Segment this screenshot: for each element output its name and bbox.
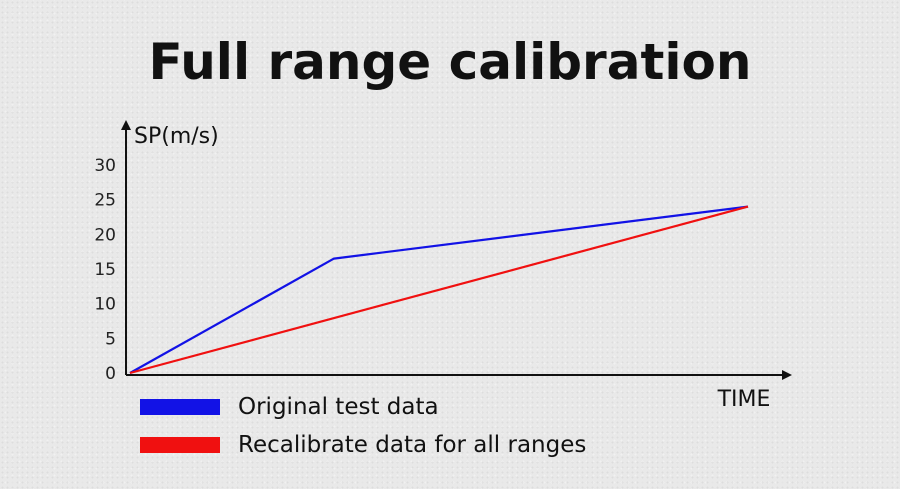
- series-line-0: [129, 205, 749, 374]
- y-tick-label: 20: [94, 225, 116, 245]
- x-axis-label: TIME: [717, 387, 771, 412]
- y-tick-label: 5: [105, 329, 116, 349]
- series-lines: [129, 205, 749, 375]
- y-tick-label: 25: [94, 191, 116, 211]
- y-tick-label: 10: [94, 295, 116, 315]
- series-line-1: [129, 205, 749, 375]
- y-tick-label: 0: [105, 364, 116, 384]
- y-tick-label: 15: [94, 260, 116, 280]
- y-tick-labels: 0 5 10 15 20 25 30: [94, 156, 116, 384]
- legend-label-original: Original test data: [238, 394, 439, 420]
- legend-item-original: Original test data: [140, 388, 586, 426]
- chart-title: Full range calibration: [148, 33, 752, 91]
- legend-item-recalibrate: Recalibrate data for all ranges: [140, 426, 586, 464]
- legend-label-recalibrate: Recalibrate data for all ranges: [238, 432, 587, 458]
- legend-swatch-original: [140, 399, 220, 415]
- legend-swatch-recalibrate: [140, 437, 220, 453]
- y-axis-label: SP(m/s): [134, 124, 219, 149]
- legend: Original test data Recalibrate data for …: [140, 388, 586, 464]
- y-tick-label: 30: [94, 156, 116, 176]
